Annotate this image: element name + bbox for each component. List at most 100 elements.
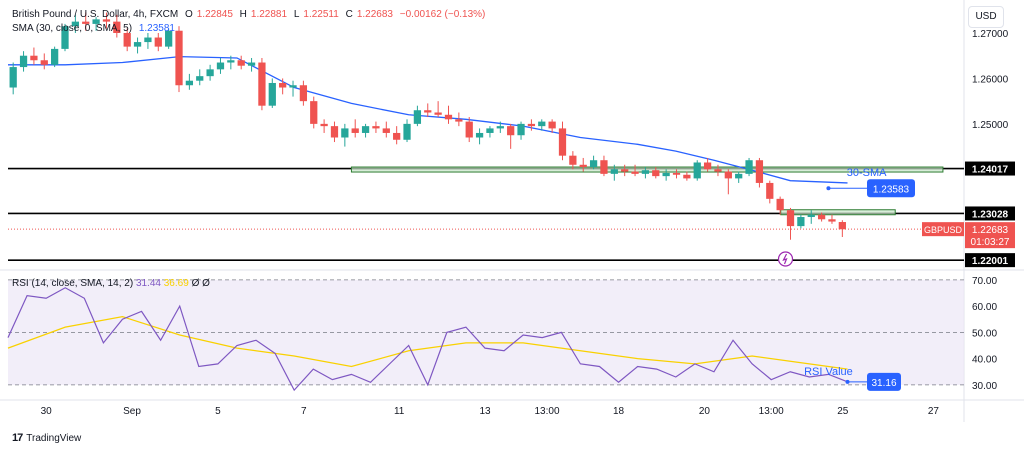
candle [9,62,17,95]
candle-body [766,182,774,199]
symbol-title: British Pound / U.S. Dollar, 4h, FXCM [12,9,179,20]
candle-body [289,85,297,88]
candle-body [30,55,38,61]
candle [465,117,473,143]
change-value: −0.00162 (−0.13%) [399,9,486,20]
candle [766,180,774,204]
candle [527,119,536,131]
candle-body [558,128,567,156]
low-value: 1.22511 [303,9,339,20]
candle-body [113,21,121,33]
candle [579,157,587,172]
candle-body [424,110,432,113]
rsi-badge-bg [867,372,901,391]
rsi-legend-title: RSI (14, close, SMA, 14, 2) [12,278,136,289]
candle-body [268,82,276,106]
candle-body [237,60,245,66]
symbol-badge-label: GBPUSD [924,225,963,235]
candle [382,121,390,138]
candle-body [123,32,131,47]
time-tick-label: 5 [215,406,221,417]
level-price-badge: 1.24017 [965,161,1015,176]
candle-body [838,222,846,230]
candle [724,169,732,195]
candle [330,121,339,143]
candle [92,17,100,31]
candle-body [361,126,370,133]
high-label: H [239,9,247,20]
rsi-line [7,287,848,392]
symbol-badge-bg [922,222,964,237]
candle-body [755,160,764,183]
candle-body [61,26,69,49]
candle [672,169,681,179]
candle-body [330,126,339,138]
candle [247,57,256,72]
time-tick-label: 27 [928,406,940,417]
candle [279,78,287,95]
candle-body [538,121,546,127]
candle [113,14,121,38]
rsi-legend: RSI (14, close, SMA, 14, 2) 31.44 36.69 … [12,278,210,289]
candle [631,164,639,177]
candle [185,73,194,90]
candle-body [71,21,79,27]
sma-label: SMA (30, close, 0, SMA, 5) [12,23,133,34]
candle [538,119,546,131]
rsi-tick-label: 50.00 [972,328,997,339]
level-price-badge: 1.22001 [965,253,1015,268]
candle-body [382,128,390,133]
candle [144,32,152,49]
candle-body [393,132,401,140]
candle-body [258,62,266,106]
candle [424,103,432,118]
tradingview-label: TradingView [26,432,82,444]
candle [693,160,701,181]
candle-body [444,114,453,120]
candle-body [569,155,577,165]
candle-body [154,37,162,47]
time-tick-label: 13:00 [759,406,784,417]
candle [123,28,131,52]
candle-body [517,123,525,136]
rsi-annotation-dot [845,379,850,384]
level-badge-bg [965,253,1015,268]
tradingview-logo[interactable]: 17 TradingView [12,432,81,444]
candle-body [227,60,235,63]
candle-body [9,67,17,88]
candle-body [548,121,556,129]
candle [413,105,422,127]
candle [268,78,276,108]
candle [175,26,183,93]
candle-body [465,121,473,138]
candle-body [372,126,380,129]
rsi-legend-value: Ø [192,278,203,289]
candle-body [807,214,815,218]
candle-body [589,160,598,168]
candle [196,69,204,86]
candle [600,155,608,177]
level-price-badge: 1.23028 [965,206,1015,221]
candle-body [662,172,670,177]
candle [828,214,836,224]
candle [517,121,525,140]
candle [403,119,411,143]
currency-button[interactable]: USD [968,6,1004,28]
low-label: L [293,9,300,20]
candle-body [631,171,639,174]
candle-body [92,19,100,24]
rsi-value-badge: 31.16 [867,372,901,391]
candle [786,207,795,240]
candle [735,171,743,183]
candle [351,119,359,138]
candle [662,169,670,181]
candle-body [486,128,494,133]
candle-body [175,30,183,86]
candle [455,112,463,127]
level-badge-label: 1.23028 [972,209,1009,220]
candle [165,28,173,49]
candle-body [413,110,422,124]
rsi-tick-label: 40.00 [972,355,997,366]
candle [299,80,308,106]
